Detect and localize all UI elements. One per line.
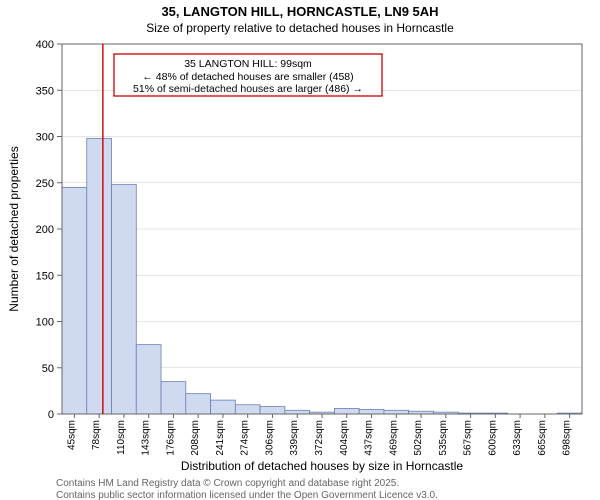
x-tick-label: 208sqm (190, 420, 201, 456)
x-axis-label: Distribution of detached houses by size … (181, 459, 463, 473)
annotation-line1: 35 LANGTON HILL: 99sqm (184, 58, 312, 70)
x-tick-label: 502sqm (413, 420, 424, 456)
y-tick-label: 250 (36, 178, 54, 190)
x-tick-label: 78sqm (91, 420, 102, 450)
y-tick-label: 200 (36, 224, 54, 236)
x-tick-label: 535sqm (438, 420, 449, 456)
y-tick-label: 400 (36, 39, 54, 51)
histogram-bar (62, 187, 87, 414)
histogram-bar (235, 405, 260, 414)
x-tick-label: 600sqm (487, 420, 498, 456)
y-tick-label: 0 (48, 409, 54, 421)
histogram-chart: 0 50 100 150 200 250 300 350 400 45sqm 78sqm 110sqm… (0, 0, 600, 500)
histogram-bar (285, 410, 310, 414)
annotation-line2: ← 48% of detached houses are smaller (45… (142, 71, 353, 83)
histogram-bar (186, 394, 211, 414)
y-axis-label: Number of detached properties (7, 146, 21, 311)
x-tick-label: 567sqm (463, 420, 474, 456)
chart-title: 35, LANGTON HILL, HORNCASTLE, LN9 5AH (161, 4, 438, 19)
x-tick-label: 339sqm (289, 420, 300, 456)
histogram-bar (384, 410, 409, 414)
x-tick-label: 274sqm (240, 420, 251, 456)
x-tick-label: 404sqm (339, 420, 350, 456)
x-tick-label: 372sqm (314, 420, 325, 456)
annotation-line3: 51% of semi-detached houses are larger (… (133, 83, 363, 95)
histogram-bar (161, 382, 186, 414)
histogram-bar (87, 138, 112, 414)
x-tick-label: 176sqm (165, 420, 176, 456)
y-tick-label: 350 (36, 85, 54, 97)
histogram-bar (359, 409, 384, 414)
x-tick-label: 241sqm (215, 420, 226, 456)
histogram-bar (334, 408, 359, 414)
chart-subtitle: Size of property relative to detached ho… (146, 21, 454, 35)
histogram-bar (112, 185, 137, 414)
x-tick-label: 143sqm (141, 420, 152, 456)
y-tick-label: 100 (36, 317, 54, 329)
y-tick-label: 150 (36, 270, 54, 282)
histogram-bar (260, 407, 285, 414)
y-tick-label: 50 (42, 363, 54, 375)
x-tick-label: 698sqm (562, 420, 573, 456)
x-tick-label: 45sqm (66, 420, 77, 450)
x-tick-label: 633sqm (512, 420, 523, 456)
x-tick-label: 469sqm (388, 420, 399, 456)
x-tick-label: 110sqm (116, 420, 127, 455)
x-tick-label: 437sqm (364, 420, 375, 456)
y-tick-label: 300 (36, 132, 54, 144)
x-tick-label: 306sqm (264, 420, 275, 456)
x-tick-label: 665sqm (537, 420, 548, 456)
footer-line2: Contains public sector information licen… (56, 490, 438, 500)
histogram-bar (211, 400, 236, 414)
histogram-bar (136, 345, 161, 414)
footer-line1: Contains HM Land Registry data © Crown c… (56, 478, 399, 489)
